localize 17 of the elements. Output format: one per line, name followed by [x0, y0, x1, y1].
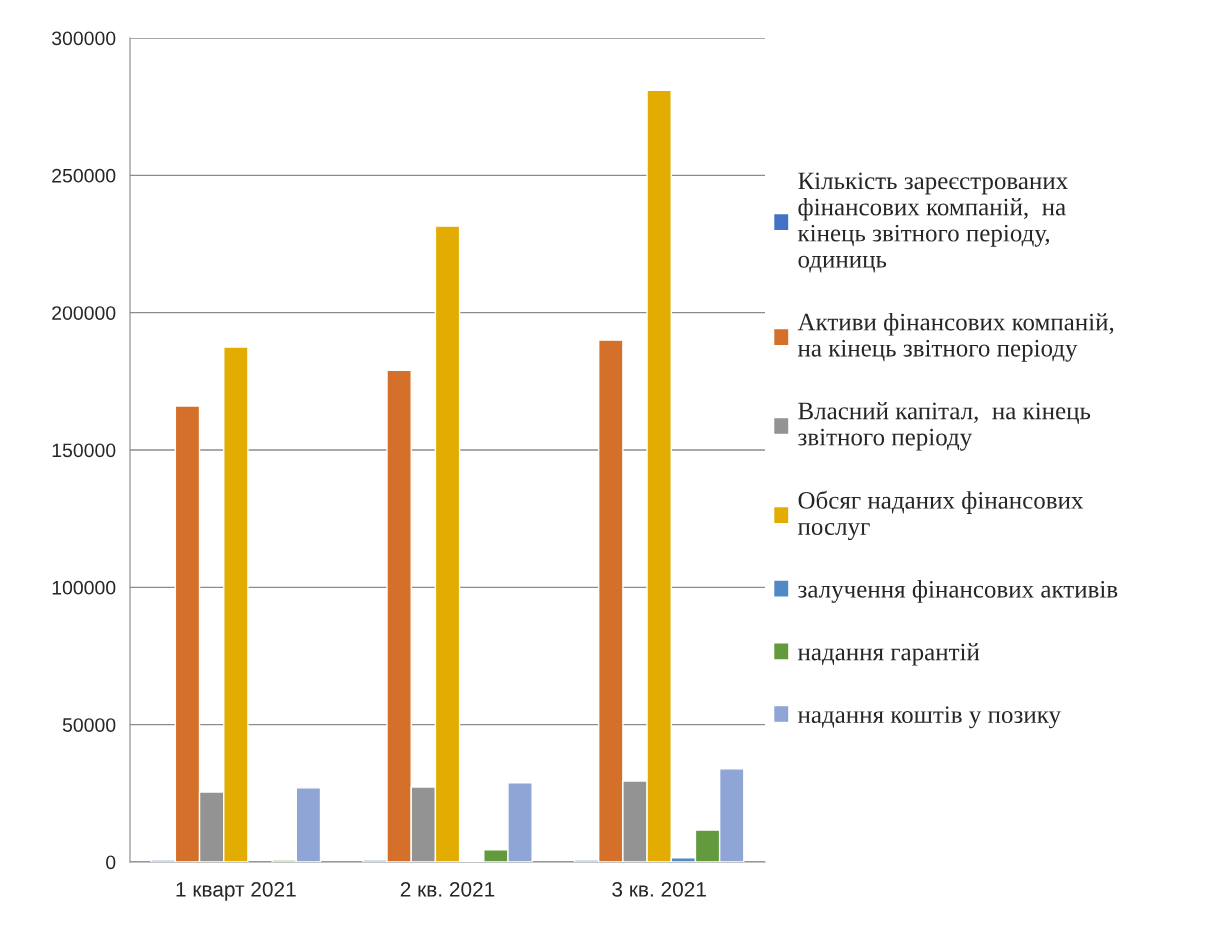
legend-label: залучення фінансових активів [798, 580, 1118, 603]
y-tick-label: 50000 [62, 718, 116, 732]
x-tick-label: 1 кварт 2021 [176, 881, 296, 901]
legend-label: надання коштів у позику [797, 706, 1061, 729]
y-tick-label: 100000 [52, 580, 116, 595]
y-tick-label: 250000 [52, 168, 116, 183]
y-tick-label: 200000 [52, 306, 116, 320]
y-tick-label: 150000 [52, 443, 116, 458]
x-tick-label: 2 кв. 2021 [400, 881, 495, 897]
legend-label: Власний капітал, на кінець звітного періоду [798, 402, 1091, 451]
legend-label: надання гарантій [797, 643, 980, 666]
legend-label: Кількість зареєстрованих фінансових компаній, на кінець звітного періоду, одиниць [797, 172, 1068, 273]
y-tick-label: 0 [106, 855, 116, 870]
legend-label: Активи фінансових компаній, на кінець звітного періоду [797, 312, 1114, 362]
legend-label: Обсяг наданих фінансових послуг [797, 490, 1084, 541]
y-tick-label: 300000 [51, 31, 116, 46]
x-tick-label: 3 кв. 2021 [612, 881, 706, 897]
